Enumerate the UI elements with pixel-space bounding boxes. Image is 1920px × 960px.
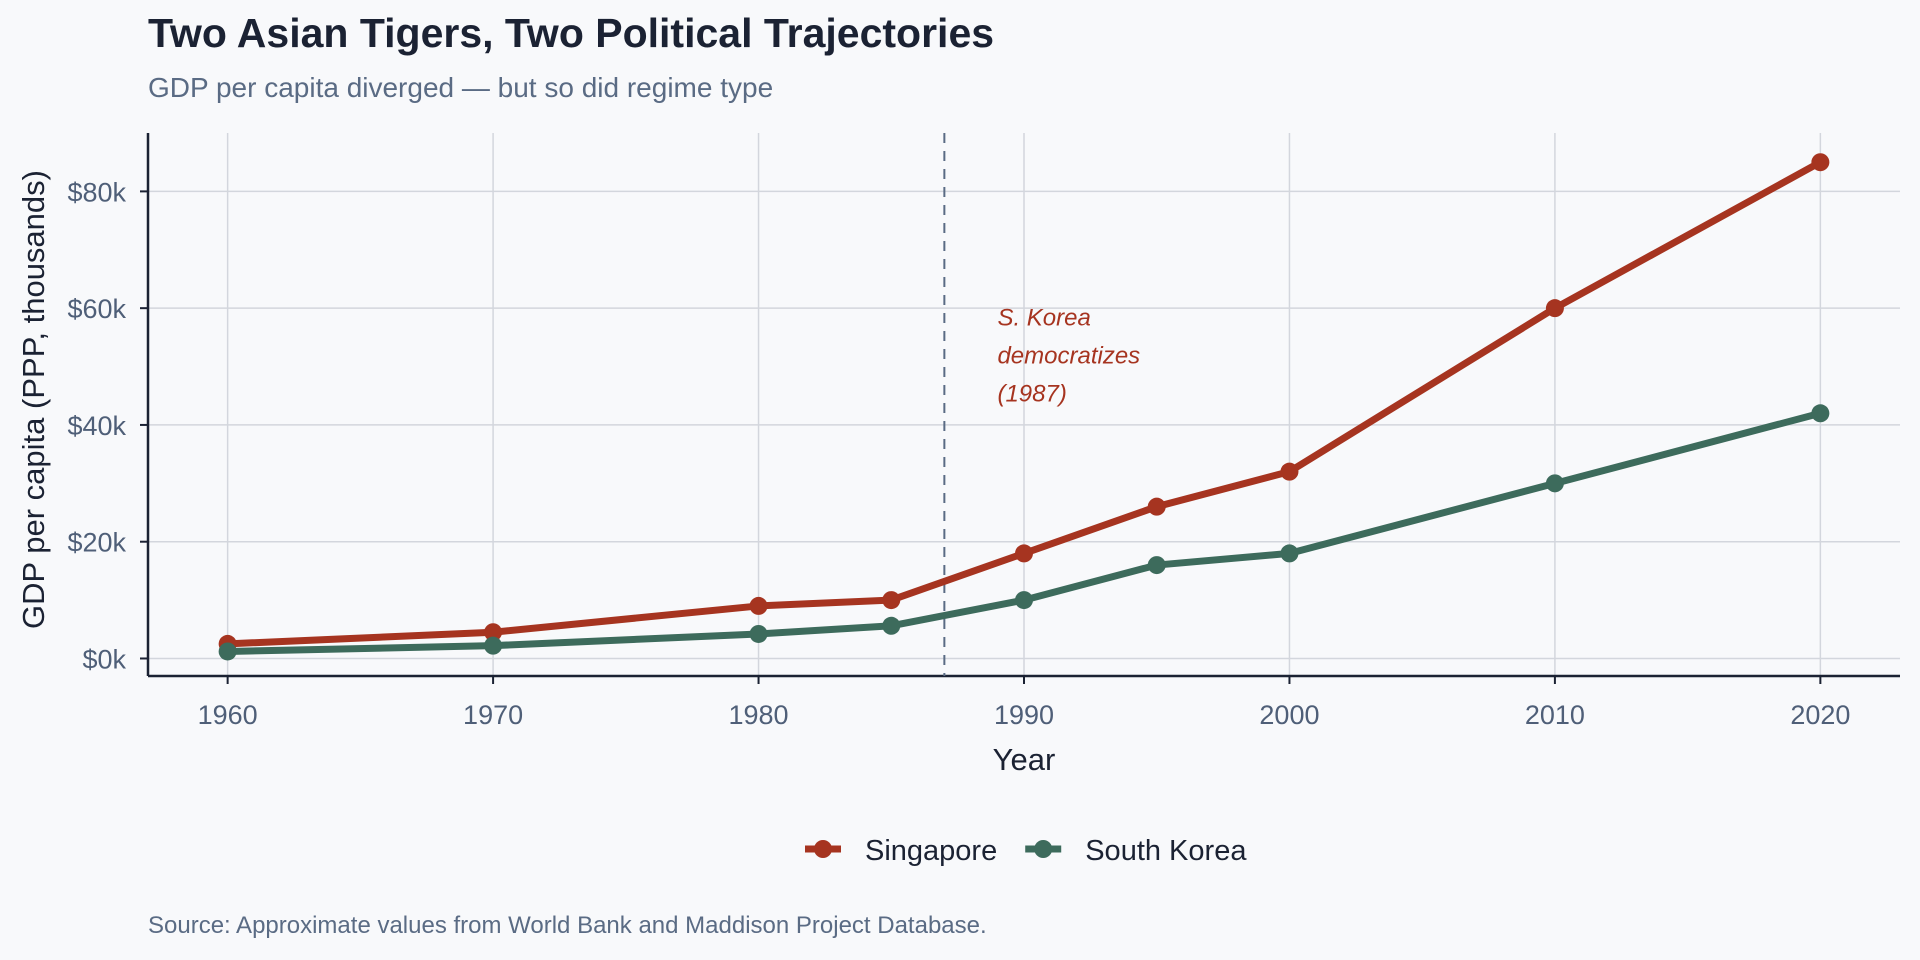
series-layer — [218, 153, 1830, 661]
x-tick-label: 1960 — [198, 700, 258, 730]
singapore-point — [1147, 497, 1166, 516]
annotation-text: S. Korea — [997, 305, 1090, 332]
chart-subtitle: GDP per capita diverged — but so did reg… — [148, 72, 774, 103]
south-korea-point — [484, 636, 503, 655]
chart-title: Two Asian Tigers, Two Political Trajecto… — [148, 10, 995, 56]
annotation-text: democratizes — [997, 343, 1140, 370]
x-tick-label: 1980 — [729, 700, 789, 730]
y-tick-label: $0k — [82, 644, 126, 674]
singapore-point — [484, 623, 503, 642]
singapore-point — [1280, 462, 1299, 481]
x-tick-label: 1990 — [994, 700, 1054, 730]
y-tick-label: $60k — [67, 294, 126, 324]
singapore-point — [1811, 153, 1830, 172]
y-axis-label: GDP per capita (PPP, thousands) — [16, 170, 51, 629]
south-korea-legend-swatch-marker — [1034, 840, 1053, 858]
annotations: S. Korea democratizes (1987) — [943, 133, 1140, 676]
y-tick-label: $20k — [67, 528, 126, 558]
south-korea-point — [882, 616, 901, 635]
y-tick-label: $80k — [67, 177, 126, 207]
singapore-point — [749, 596, 768, 615]
south-korea-point — [749, 624, 768, 643]
axes — [140, 133, 1900, 684]
x-tick-label: 2000 — [1259, 700, 1319, 730]
x-tick-label: 2020 — [1790, 700, 1850, 730]
south-korea-point — [218, 642, 237, 661]
singapore-point — [882, 591, 901, 610]
south-korea-point — [1811, 404, 1830, 423]
legend: Singapore South Korea — [805, 835, 1247, 867]
x-tick-label: 2010 — [1525, 700, 1585, 730]
y-tick-label: $40k — [67, 411, 126, 441]
south-korea-point — [1015, 591, 1033, 610]
x-tick-label: 1970 — [463, 700, 523, 730]
south-korea-point — [1545, 474, 1564, 493]
tick-labels: 1960 1970 1980 1990 2000 2010 2020 $0k $20k $40k $… — [67, 177, 1850, 730]
south-korea-point — [1280, 544, 1299, 563]
x-axis-label: Year — [993, 742, 1056, 777]
source-note: Source: Approximate values from World Ba… — [148, 912, 987, 939]
singapore-legend-swatch-marker — [814, 840, 832, 858]
annotation-text: (1987) — [997, 381, 1066, 408]
singapore-legend-label: Singapore — [865, 835, 997, 867]
south-korea-legend-label: South Korea — [1085, 835, 1247, 867]
singapore-point — [1545, 299, 1564, 318]
singapore-point — [1015, 544, 1033, 563]
south-korea-point — [1147, 556, 1166, 575]
